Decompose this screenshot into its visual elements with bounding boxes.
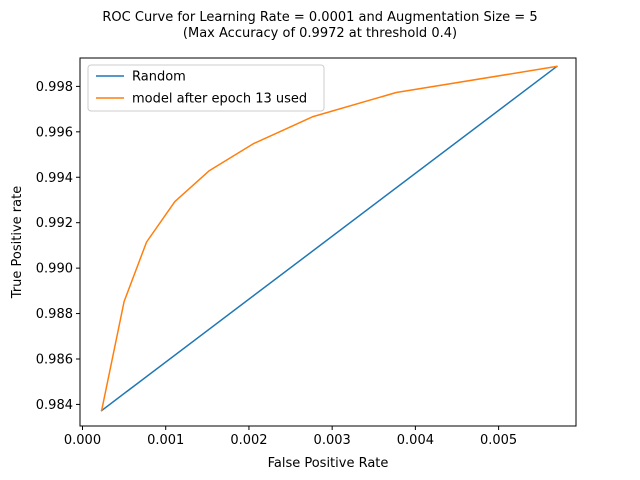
y-axis-label: True Positive rate (10, 186, 25, 299)
plot-frame (79, 57, 577, 427)
y-tick-label: 0.988 (36, 307, 73, 322)
y-tick-label: 0.994 (36, 171, 73, 186)
x-tick-label: 0.003 (314, 433, 351, 448)
x-tick-label: 0.000 (64, 433, 101, 448)
y-tick-label: 0.984 (36, 398, 73, 413)
y-tick-label: 0.998 (36, 80, 73, 95)
legend-box (87, 64, 325, 112)
x-tick-label: 0.002 (230, 433, 267, 448)
chart-title: ROC Curve for Learning Rate = 0.0001 and… (102, 10, 537, 25)
plot-area (79, 57, 577, 427)
series-line-random (100, 65, 558, 412)
x-tick-label: 0.004 (397, 433, 434, 448)
x-tick-label: 0.001 (147, 433, 184, 448)
y-tick-label: 0.990 (36, 262, 73, 277)
x-tick-label: 0.005 (480, 433, 517, 448)
x-axis-label: False Positive Rate (268, 456, 389, 471)
series-layer (100, 65, 558, 412)
y-tick-label: 0.986 (36, 352, 73, 367)
y-tick-label: 0.996 (36, 125, 73, 140)
series-line-model (100, 65, 558, 412)
x-axis-ticks: 0.000 0.001 0.002 0.003 0.004 0.005 (64, 426, 517, 448)
y-axis-ticks: 0.984 0.986 0.988 0.990 0.992 0.994 0.996 0.998 (36, 80, 80, 413)
y-tick-label: 0.992 (36, 216, 73, 231)
legend-label: model after epoch 13 used (132, 92, 307, 107)
chart-subtitle: (Max Accuracy of 0.9972 at threshold 0.4… (183, 26, 457, 41)
legend: Random model after epoch 13 used (87, 64, 325, 112)
legend-label: Random (132, 70, 186, 85)
